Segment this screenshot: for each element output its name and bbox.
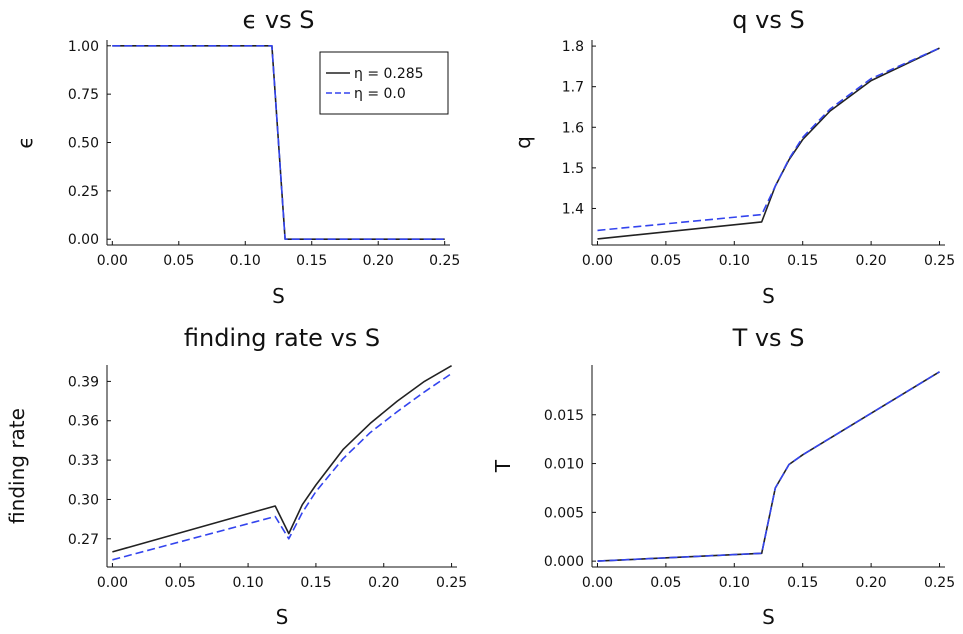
legend: η = 0.285 η = 0.0 bbox=[319, 51, 449, 115]
x-tick-label: 0.05 bbox=[650, 575, 681, 591]
y-tick-label: 0.36 bbox=[68, 414, 99, 430]
x-tick-label: 0.00 bbox=[582, 575, 613, 591]
series-line-2 bbox=[597, 47, 940, 232]
x-axis-label: S bbox=[272, 284, 285, 308]
y-tick-label: 0.25 bbox=[68, 184, 99, 200]
y-tick-label: 0.75 bbox=[68, 87, 99, 103]
x-tick-label: 0.00 bbox=[97, 575, 128, 591]
y-tick-label: 1.5 bbox=[562, 161, 584, 177]
series-line-2 bbox=[597, 371, 940, 562]
y-tick-label: 0.015 bbox=[544, 408, 584, 424]
x-tick-label: 0.10 bbox=[230, 253, 261, 269]
chart-title: q vs S bbox=[732, 6, 804, 34]
legend-label: η = 0.0 bbox=[354, 86, 406, 102]
x-tick-label: 0.10 bbox=[719, 575, 750, 591]
y-tick-label: 1.7 bbox=[562, 80, 584, 96]
chart-title: T vs S bbox=[732, 324, 805, 352]
x-tick-label: 0.20 bbox=[363, 253, 394, 269]
chart-panel-3: finding rate vs S 0.00 0.05 0.10 0.15 0.20 0.2… bbox=[5, 324, 467, 629]
chart-panel-1: ϵ vs S 0.00 0.05 0.10 0.15 0.20 0.25 0.00 0.25 0.… bbox=[13, 6, 460, 308]
x-tick-label: 0.20 bbox=[368, 575, 399, 591]
series-line-1 bbox=[597, 371, 940, 562]
y-axis-label: finding rate bbox=[5, 408, 29, 524]
x-axis-label: S bbox=[276, 605, 289, 629]
x-tick-label: 0.05 bbox=[163, 253, 194, 269]
y-tick-label: 0.50 bbox=[68, 136, 99, 152]
x-axis-label: S bbox=[762, 605, 775, 629]
y-tick-label: 1.6 bbox=[562, 120, 584, 136]
y-tick-label: 0.005 bbox=[544, 505, 584, 521]
chart-panel-2: q vs S 0.00 0.05 0.10 0.15 0.20 0.25 1.4 1.5 1.6 1… bbox=[511, 6, 955, 308]
y-tick-label: 0.010 bbox=[544, 457, 584, 473]
x-axis-label: S bbox=[762, 284, 775, 308]
series-line-2 bbox=[112, 372, 453, 561]
x-tick-label: 0.15 bbox=[300, 575, 331, 591]
x-tick-label: 0.25 bbox=[924, 253, 955, 269]
chart-title: finding rate vs S bbox=[184, 324, 380, 352]
y-tick-label: 0.33 bbox=[68, 453, 99, 469]
x-tick-label: 0.20 bbox=[856, 253, 887, 269]
series-line-1 bbox=[112, 365, 452, 553]
y-tick-label: 0.000 bbox=[544, 554, 584, 570]
y-tick-label: 0.00 bbox=[68, 232, 99, 248]
x-tick-label: 0.10 bbox=[719, 253, 750, 269]
x-tick-label: 0.15 bbox=[787, 253, 818, 269]
legend-box bbox=[319, 51, 449, 115]
y-tick-label: 0.39 bbox=[68, 374, 99, 390]
y-axis-label: ϵ bbox=[13, 136, 37, 148]
x-tick-label: 0.15 bbox=[787, 575, 818, 591]
chart-title: ϵ vs S bbox=[243, 6, 315, 34]
x-tick-label: 0.25 bbox=[924, 575, 955, 591]
x-tick-label: 0.15 bbox=[296, 253, 327, 269]
x-tick-label: 0.25 bbox=[429, 253, 460, 269]
y-tick-label: 1.00 bbox=[68, 39, 99, 55]
x-tick-label: 0.00 bbox=[582, 253, 613, 269]
y-tick-label: 0.27 bbox=[68, 532, 99, 548]
x-tick-label: 0.05 bbox=[650, 253, 681, 269]
y-tick-label: 1.4 bbox=[562, 201, 584, 217]
y-tick-label: 1.8 bbox=[562, 39, 584, 55]
y-axis-label: T bbox=[491, 459, 515, 473]
series-line-2 bbox=[112, 44, 445, 240]
legend-label: η = 0.285 bbox=[354, 66, 424, 82]
y-tick-label: 0.30 bbox=[68, 492, 99, 508]
series-line-1 bbox=[597, 47, 940, 240]
x-tick-label: 0.10 bbox=[232, 575, 263, 591]
y-axis-label: q bbox=[511, 136, 535, 149]
x-tick-label: 0.05 bbox=[165, 575, 196, 591]
x-tick-label: 0.20 bbox=[856, 575, 887, 591]
x-tick-label: 0.00 bbox=[97, 253, 128, 269]
x-tick-label: 0.25 bbox=[436, 575, 467, 591]
chart-panel-4: T vs S 0.00 0.05 0.10 0.15 0.20 0.25 0.000 0.005… bbox=[491, 324, 955, 629]
